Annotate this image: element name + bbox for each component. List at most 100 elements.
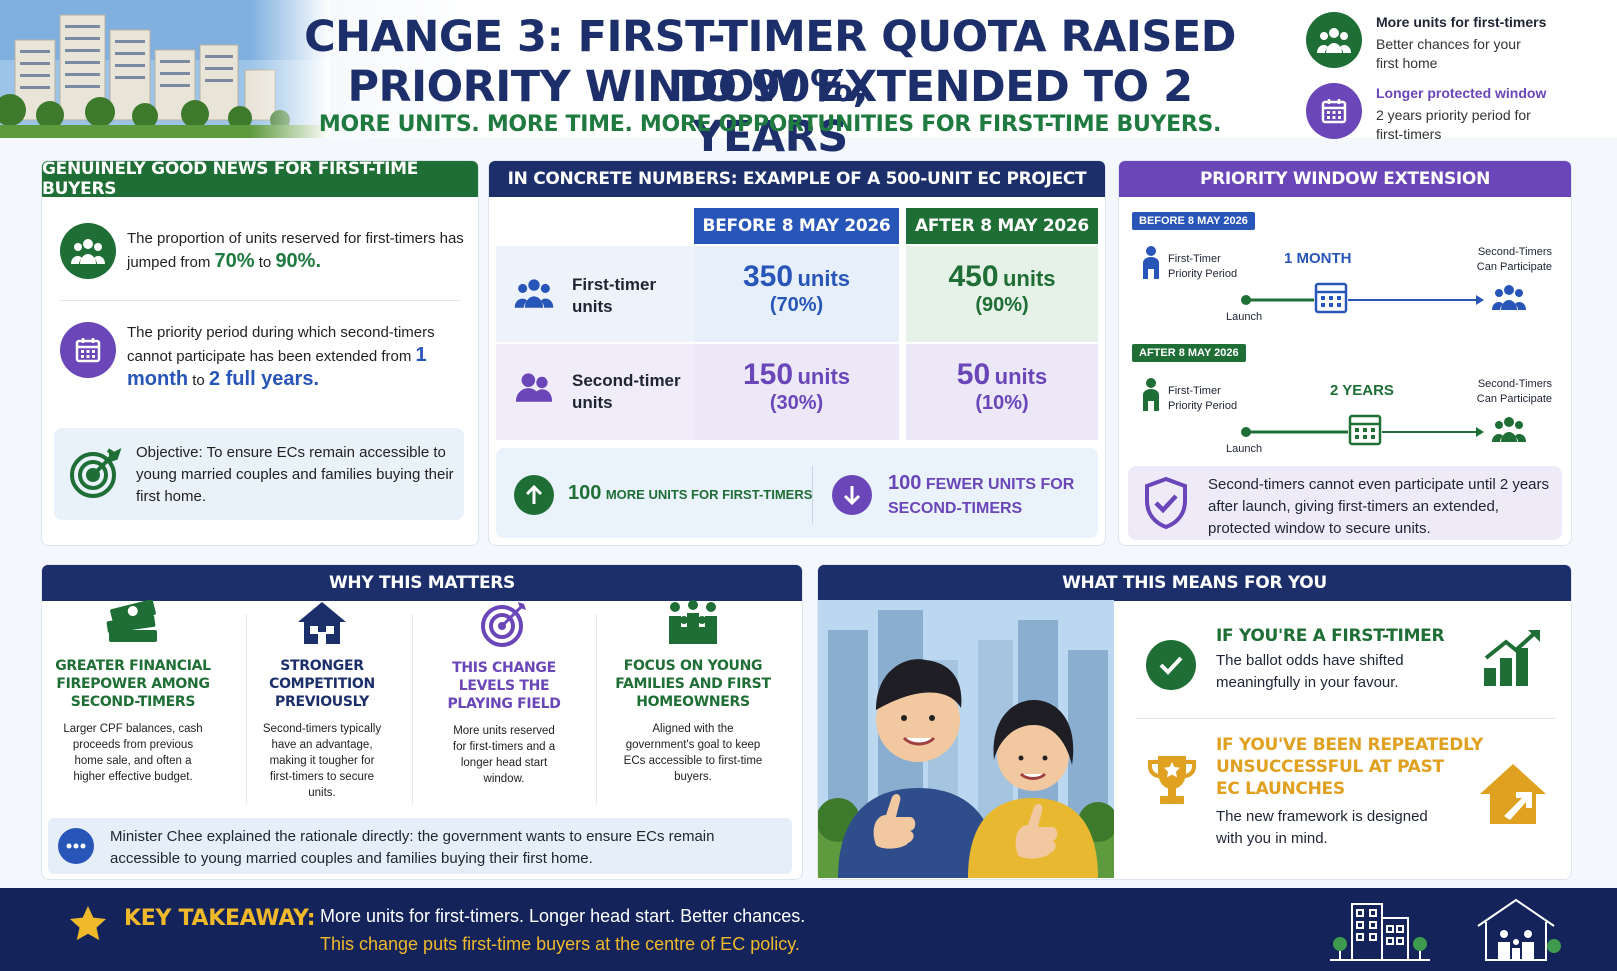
ft-label-line1: First-Timer xyxy=(1168,253,1221,265)
cell-percent: (70%) xyxy=(769,294,824,316)
objective-text: Objective: To ensure ECs remain accessib… xyxy=(136,444,454,505)
priority-heading: PRIORITY WINDOW EXTENSION xyxy=(1119,161,1571,197)
repeated-title: IF YOU'VE BEEN REPEATEDLY UNSUCCESSFUL A… xyxy=(1216,734,1483,800)
house-arrow-icon xyxy=(1478,762,1548,831)
good-news-item-2: The priority period during which second-… xyxy=(127,322,467,392)
target-icon xyxy=(68,446,122,500)
launch-label-after: Launch xyxy=(1226,443,1263,455)
cell-number: 350 xyxy=(742,260,794,293)
why-heading: WHY THIS MATTERS xyxy=(42,565,802,601)
unit-word: units xyxy=(1002,266,1056,291)
divider xyxy=(596,614,597,804)
divider xyxy=(60,300,460,301)
launch-label-before: Launch xyxy=(1226,311,1263,323)
header-side-line-2b: first-timers xyxy=(1376,126,1442,142)
row-label-first-timer: First-timer units xyxy=(572,275,657,316)
why-col-1-title: GREATER FINANCIAL FIREPOWER AMONG SECOND… xyxy=(55,658,211,710)
why-col-3: THIS CHANGE LEVELS THE PLAYING FIELD Mor… xyxy=(414,600,594,787)
shield-check-icon xyxy=(1142,476,1190,535)
why-col-2-title: STRONGER COMPETITION PREVIOUSLY xyxy=(269,658,375,710)
repeated-title-line1: IF YOU'VE BEEN REPEATEDLY xyxy=(1216,735,1483,755)
chat-bubble-icon xyxy=(58,828,94,864)
fewer-units-summary: 100 FEWER UNITS FOR SECOND-TIMERS xyxy=(888,471,1074,521)
header-side-title-1: More units for first-timers xyxy=(1376,14,1547,30)
family-icon xyxy=(669,600,717,644)
cell-number: 50 xyxy=(956,358,991,391)
key-takeaway-line1: More units for first-timers. Longer head… xyxy=(320,906,806,926)
row-label-bg xyxy=(496,246,694,342)
header-side-line-1a: Better chances for your xyxy=(1376,36,1521,52)
fewer-units-text2: SECOND-TIMERS xyxy=(888,500,1023,517)
growth-chart-icon xyxy=(1482,628,1542,693)
before-tag: BEFORE 8 MAY 2026 xyxy=(1132,212,1255,230)
family-icon xyxy=(1306,12,1362,68)
cell-percent: (90%) xyxy=(975,294,1029,316)
why-col-4: FOCUS ON YOUNG FAMILIES AND FIRST HOMEOW… xyxy=(603,600,783,785)
fewer-units-text1: FEWER UNITS FOR xyxy=(925,476,1075,493)
st-label-line1: Second-Timers xyxy=(1477,378,1552,390)
why-col-1-desc: Larger CPF balances, cash proceeds from … xyxy=(63,723,203,783)
unit-word: units xyxy=(994,364,1048,389)
cell-percent: (30%) xyxy=(769,392,824,414)
second-timers-label-before: Second-Timers Can Participate xyxy=(1470,245,1552,275)
fewer-units-number: 100 xyxy=(888,472,922,494)
more-units-number: 100 xyxy=(568,482,602,504)
cell-second-timer-after: 50 units (10%) xyxy=(906,358,1098,415)
good-news-item-1-text: The proportion of units reserved for fir… xyxy=(127,230,464,271)
person-icon xyxy=(1140,377,1162,418)
family-icon xyxy=(60,223,116,279)
why-col-4-desc: Aligned with the government's goal to ke… xyxy=(623,723,763,783)
repeated-title-line3: EC LAUNCHES xyxy=(1216,779,1345,799)
couple-illustration xyxy=(818,600,1114,878)
key-takeaway-label: KEY TAKEAWAY: xyxy=(124,906,316,931)
repeated-title-line2: UNSUCCESSFUL AT PAST xyxy=(1216,757,1444,777)
summary-box xyxy=(496,448,1098,538)
unit-word: units xyxy=(797,266,851,291)
unit-word: units xyxy=(797,364,851,389)
good-news-item-2-from: 1 month xyxy=(127,344,427,390)
first-timer-priority-label-after: First-Timer Priority Period xyxy=(1168,384,1237,414)
good-news-item-2-to: 2 full years. xyxy=(208,368,320,390)
good-news-item-2-to-word: to xyxy=(192,372,205,389)
ft-label-line2: Priority Period xyxy=(1168,268,1238,280)
cell-bg xyxy=(906,344,1098,440)
people-icon xyxy=(512,370,556,409)
divider xyxy=(812,466,813,524)
family-icon xyxy=(512,276,556,315)
apartment-building-icon xyxy=(1330,898,1430,967)
person-icon xyxy=(1140,245,1162,286)
ft-label-line1: First-Timer xyxy=(1168,385,1221,397)
why-col-3-desc: More units reserved for first-timers and… xyxy=(452,725,556,785)
why-col-3-title: THIS CHANGE LEVELS THE PLAYING FIELD xyxy=(447,660,561,712)
cell-bg xyxy=(694,246,899,342)
cell-bg xyxy=(694,344,899,440)
target-icon xyxy=(481,602,526,647)
money-stack-icon xyxy=(106,599,157,642)
repeated-text: The new framework is designed with you i… xyxy=(1216,808,1428,847)
objective-box xyxy=(54,428,464,520)
cell-first-timer-after: 450 units (90%) xyxy=(906,260,1098,317)
ft-label-line2: Priority Period xyxy=(1168,400,1238,412)
arrow-down-icon xyxy=(832,475,872,515)
good-news-item-1: The proportion of units reserved for fir… xyxy=(127,228,467,274)
cell-first-timer-before: 350 units (70%) xyxy=(694,260,899,317)
cell-number: 450 xyxy=(948,260,999,293)
header-side-title-2: Longer protected window xyxy=(1376,85,1547,101)
trophy-icon xyxy=(1144,752,1200,813)
header-side-line-2a: 2 years priority period for xyxy=(1376,107,1531,123)
more-units-text: MORE UNITS FOR FIRST-TIMERS xyxy=(605,487,813,502)
st-label-line2: Can Participate xyxy=(1476,261,1552,273)
second-timers-label-after: Second-Timers Can Participate xyxy=(1470,377,1552,407)
cell-bg xyxy=(906,246,1098,342)
cell-percent: (10%) xyxy=(975,392,1029,414)
why-col-2: STRONGER COMPETITION PREVIOUSLY Second-t… xyxy=(232,600,412,801)
checkmark-icon xyxy=(1146,640,1196,690)
column-before-header: BEFORE 8 MAY 2026 xyxy=(694,208,899,244)
key-takeaway-line2: This change puts first-time buyers at th… xyxy=(320,934,800,954)
after-tag: AFTER 8 MAY 2026 xyxy=(1132,344,1246,362)
before-duration: 1 MONTH xyxy=(1284,250,1352,267)
st-label-line2: Can Participate xyxy=(1476,393,1552,405)
hero-buildings-image xyxy=(0,0,330,138)
why-col-1: GREATER FINANCIAL FIREPOWER AMONG SECOND… xyxy=(43,599,223,785)
calendar-icon xyxy=(1306,83,1362,139)
